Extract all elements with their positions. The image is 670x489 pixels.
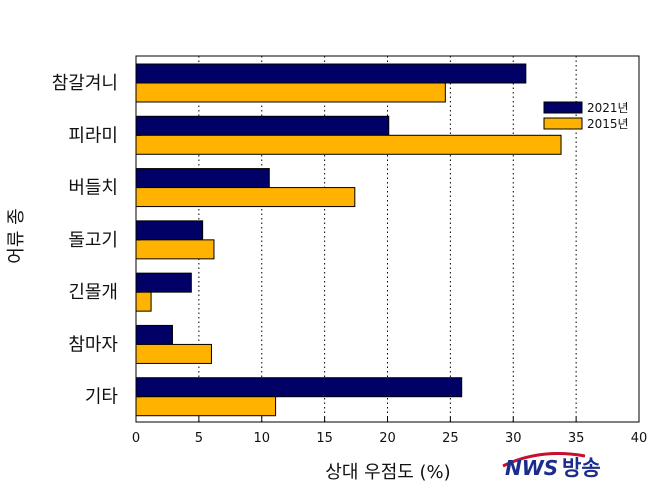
legend: 2021년 2015년	[543, 101, 629, 131]
bar-s1-6	[135, 377, 463, 398]
category-label-6: 기타	[85, 387, 119, 408]
bar-s1-4	[135, 272, 192, 293]
grid-lines	[198, 56, 577, 422]
x-tick-label-25: 25	[442, 431, 459, 446]
x-axis-title: 상대 우점도 (%)	[325, 462, 450, 483]
bar-s2-2	[135, 187, 356, 208]
svg-text:NWS: NWS	[505, 456, 558, 480]
x-axis-ticks: 0 5 10 15 20 25 30 35 40	[132, 417, 647, 446]
x-tick-label-20: 20	[379, 431, 396, 446]
x-tick-label-0: 0	[132, 431, 140, 446]
category-label-0: 참갈겨니	[52, 73, 118, 94]
bar-s2-6	[135, 396, 277, 417]
bar-s1-2	[135, 168, 270, 189]
bars-group	[135, 63, 562, 417]
bar-s2-0	[135, 82, 446, 103]
bar-s2-3	[135, 239, 215, 260]
legend-label-0: 2021년	[587, 101, 629, 115]
bar-s1-1	[135, 115, 390, 136]
x-tick-label-40: 40	[631, 431, 648, 446]
x-tick-label-30: 30	[505, 431, 522, 446]
x-tick-label-15: 15	[316, 431, 333, 446]
category-label-5: 참마자	[68, 334, 118, 355]
legend-label-1: 2015년	[587, 117, 629, 131]
bar-s2-5	[135, 343, 212, 364]
x-tick-label-10: 10	[253, 431, 270, 446]
bar-s2-1	[135, 134, 562, 155]
watermark-logo: NWS 방송	[502, 452, 601, 480]
svg-text:방송: 방송	[562, 456, 601, 480]
category-label-4: 긴몰개	[68, 282, 118, 303]
x-tick-label-35: 35	[568, 431, 585, 446]
category-label-3: 돌고기	[68, 230, 118, 251]
legend-swatch-0	[543, 101, 583, 114]
bar-s1-3	[135, 220, 204, 241]
bar-s1-5	[135, 324, 173, 345]
bar-s1-0	[135, 63, 527, 84]
category-label-1: 피라미	[68, 125, 118, 146]
y-axis-title: 어류 종	[6, 208, 27, 263]
x-tick-label-5: 5	[195, 431, 203, 446]
bar-s2-4	[135, 291, 152, 312]
category-label-2: 버들치	[68, 178, 118, 199]
legend-swatch-1	[543, 117, 583, 130]
